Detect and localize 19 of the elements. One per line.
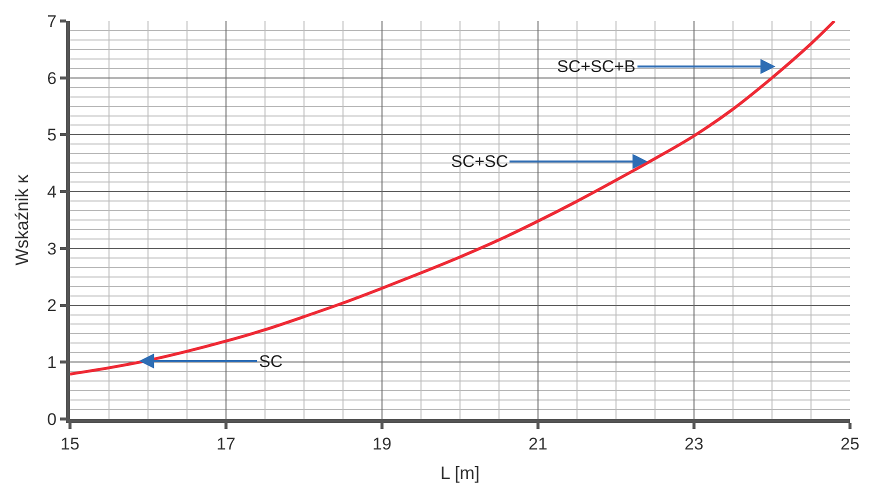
y-tick-label: 5	[47, 126, 57, 145]
x-axis-title: L [m]	[440, 463, 480, 483]
x-tick-label: 21	[528, 434, 548, 454]
y-tick-label: 0	[47, 410, 57, 429]
y-tick-label: 2	[47, 296, 57, 316]
y-tick-label: 4	[47, 182, 57, 202]
y-tick-label: 1	[47, 353, 57, 372]
y-axis-title: Wskaźnik κ	[12, 173, 32, 266]
y-tick-label: 3	[47, 239, 57, 258]
y-tick-label: 7	[47, 12, 57, 31]
x-tick-label: 17	[216, 434, 236, 454]
annotation: SC+SC+B	[557, 57, 636, 76]
x-tick-label: 15	[60, 434, 80, 454]
line-series	[70, 21, 836, 376]
x-tick-label: 23	[684, 434, 704, 454]
x-tick-label: 19	[372, 434, 392, 454]
annotation: SC+SC	[451, 152, 508, 171]
x-tick-label: 25	[840, 434, 860, 454]
y-tick-label: 6	[47, 68, 57, 88]
